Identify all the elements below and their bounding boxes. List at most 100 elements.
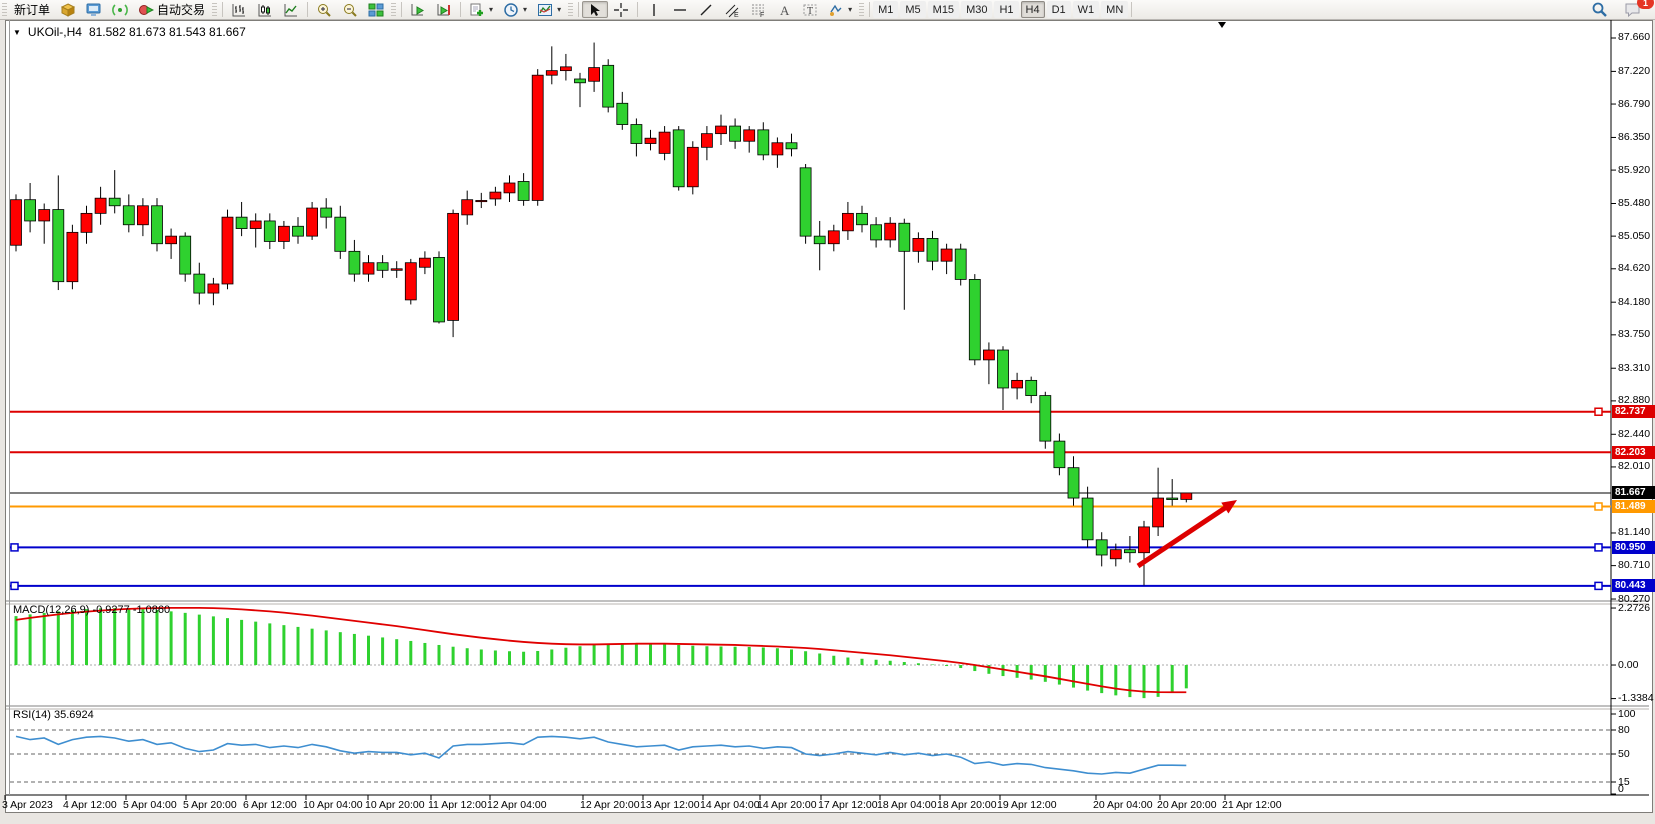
- candle: [108, 170, 121, 214]
- crosshair-button[interactable]: [608, 1, 634, 18]
- candle-body: [672, 129, 685, 188]
- line-handle[interactable]: [1594, 543, 1603, 552]
- line-chart-icon: [283, 2, 299, 18]
- candle-body: [376, 262, 389, 271]
- toolbar-grip: [391, 2, 397, 17]
- candle: [574, 72, 586, 108]
- trend-arrow-head[interactable]: [1221, 500, 1237, 514]
- horizontal-line-button[interactable]: [667, 1, 693, 18]
- new-chart-icon: [469, 2, 485, 18]
- timeframe-button-h1[interactable]: H1: [994, 1, 1019, 18]
- candle: [954, 243, 967, 286]
- line-handle[interactable]: [10, 543, 19, 552]
- auto-scroll-icon: [410, 2, 426, 18]
- candlestick-chart-icon: [257, 2, 273, 18]
- new-order-button[interactable]: 新订单: [9, 1, 55, 18]
- search-button[interactable]: [1586, 1, 1613, 18]
- candle: [813, 220, 826, 271]
- bar-chart-icon: [231, 2, 247, 18]
- candle-body: [686, 146, 699, 188]
- line-handle[interactable]: [10, 581, 19, 591]
- svg-text:E: E: [734, 12, 739, 18]
- period-button[interactable]: ▾: [498, 1, 532, 18]
- candle-body: [489, 191, 502, 200]
- candle: [207, 277, 220, 306]
- svg-text:T: T: [807, 6, 813, 17]
- line-handle[interactable]: [1594, 502, 1603, 511]
- toolbar-separator: [460, 2, 462, 17]
- chart-window: [5, 20, 1653, 813]
- candle: [842, 201, 854, 240]
- timeframe-button-m5[interactable]: M5: [900, 1, 926, 18]
- fibonacci-button[interactable]: F: [745, 1, 771, 18]
- candle: [1025, 376, 1038, 404]
- shapes-button[interactable]: ▾: [823, 1, 857, 18]
- candle-body: [856, 212, 868, 226]
- candle-body: [221, 216, 234, 285]
- candle: [151, 198, 163, 252]
- timeframe-button-d1[interactable]: D1: [1046, 1, 1071, 18]
- candle: [743, 126, 756, 153]
- zoom-out-button[interactable]: [337, 1, 363, 18]
- candle-body: [433, 256, 445, 323]
- candle-body: [66, 231, 79, 283]
- toolbar-grip: [2, 2, 7, 17]
- candle: [235, 201, 248, 237]
- timeframe-button-w1[interactable]: W1: [1072, 1, 1100, 18]
- bar-chart-button[interactable]: [226, 1, 252, 18]
- candle-body: [785, 142, 798, 150]
- candle-body: [418, 257, 431, 268]
- candle: [912, 232, 925, 263]
- terminal-button[interactable]: [81, 1, 107, 18]
- quote-panel-toggle-icon[interactable]: ▼: [13, 27, 21, 37]
- autotrade-button[interactable]: 自动交易: [133, 1, 210, 18]
- vertical-line-icon: [646, 2, 662, 18]
- timeframe-button-m15[interactable]: M15: [927, 1, 960, 18]
- timeframe-button-m1[interactable]: M1: [873, 1, 899, 18]
- tile-windows-button[interactable]: [363, 1, 389, 18]
- candle-body: [193, 273, 206, 294]
- chart-shift-icon: [436, 2, 452, 18]
- template-button[interactable]: ▾: [532, 1, 566, 18]
- toolbar-separator: [578, 2, 580, 17]
- candle-body: [207, 283, 220, 294]
- text-label-button[interactable]: T: [797, 1, 823, 18]
- candle: [221, 209, 234, 290]
- new-chart-button[interactable]: ▾: [464, 1, 498, 18]
- text-button[interactable]: A: [771, 1, 797, 18]
- chart-shift-marker[interactable]: [1218, 22, 1226, 28]
- line-chart-button[interactable]: [278, 1, 304, 18]
- candle: [771, 137, 784, 168]
- candle: [1067, 456, 1080, 506]
- timeframe-button-h4[interactable]: H4: [1020, 1, 1045, 18]
- trend-arrow[interactable]: [1136, 503, 1231, 569]
- timeframe-button-mn[interactable]: MN: [1101, 1, 1129, 18]
- candle-body: [24, 199, 37, 222]
- timeframe-button-m30[interactable]: M30: [961, 1, 993, 18]
- macd-layer: [14, 606, 1188, 699]
- trendline-icon: [698, 2, 714, 18]
- auto-scroll-button[interactable]: [405, 1, 431, 18]
- cursor-button[interactable]: [582, 1, 609, 18]
- trendline-button[interactable]: [693, 1, 719, 18]
- line-handle[interactable]: [1594, 581, 1603, 591]
- candlestick-chart-button[interactable]: [252, 1, 278, 18]
- market-watch-button[interactable]: [55, 1, 81, 18]
- candle: [1124, 536, 1136, 563]
- svg-text:A: A: [780, 3, 790, 18]
- candle: [940, 243, 953, 275]
- zoom-in-button[interactable]: [311, 1, 337, 18]
- line-handle[interactable]: [1594, 407, 1603, 416]
- toolbar-separator: [869, 2, 871, 17]
- candle: [122, 194, 135, 233]
- macd-signal-line: [15, 606, 1187, 694]
- candle: [729, 118, 741, 149]
- signals-button[interactable]: [107, 1, 133, 18]
- channel-button[interactable]: E: [719, 1, 745, 18]
- new-order-label: 新订单: [14, 3, 51, 17]
- chart-shift-button[interactable]: [431, 1, 457, 18]
- toolbar-grip: [859, 2, 865, 17]
- vertical-line-button[interactable]: [641, 1, 667, 18]
- candle-body: [151, 205, 163, 245]
- candle: [447, 209, 460, 338]
